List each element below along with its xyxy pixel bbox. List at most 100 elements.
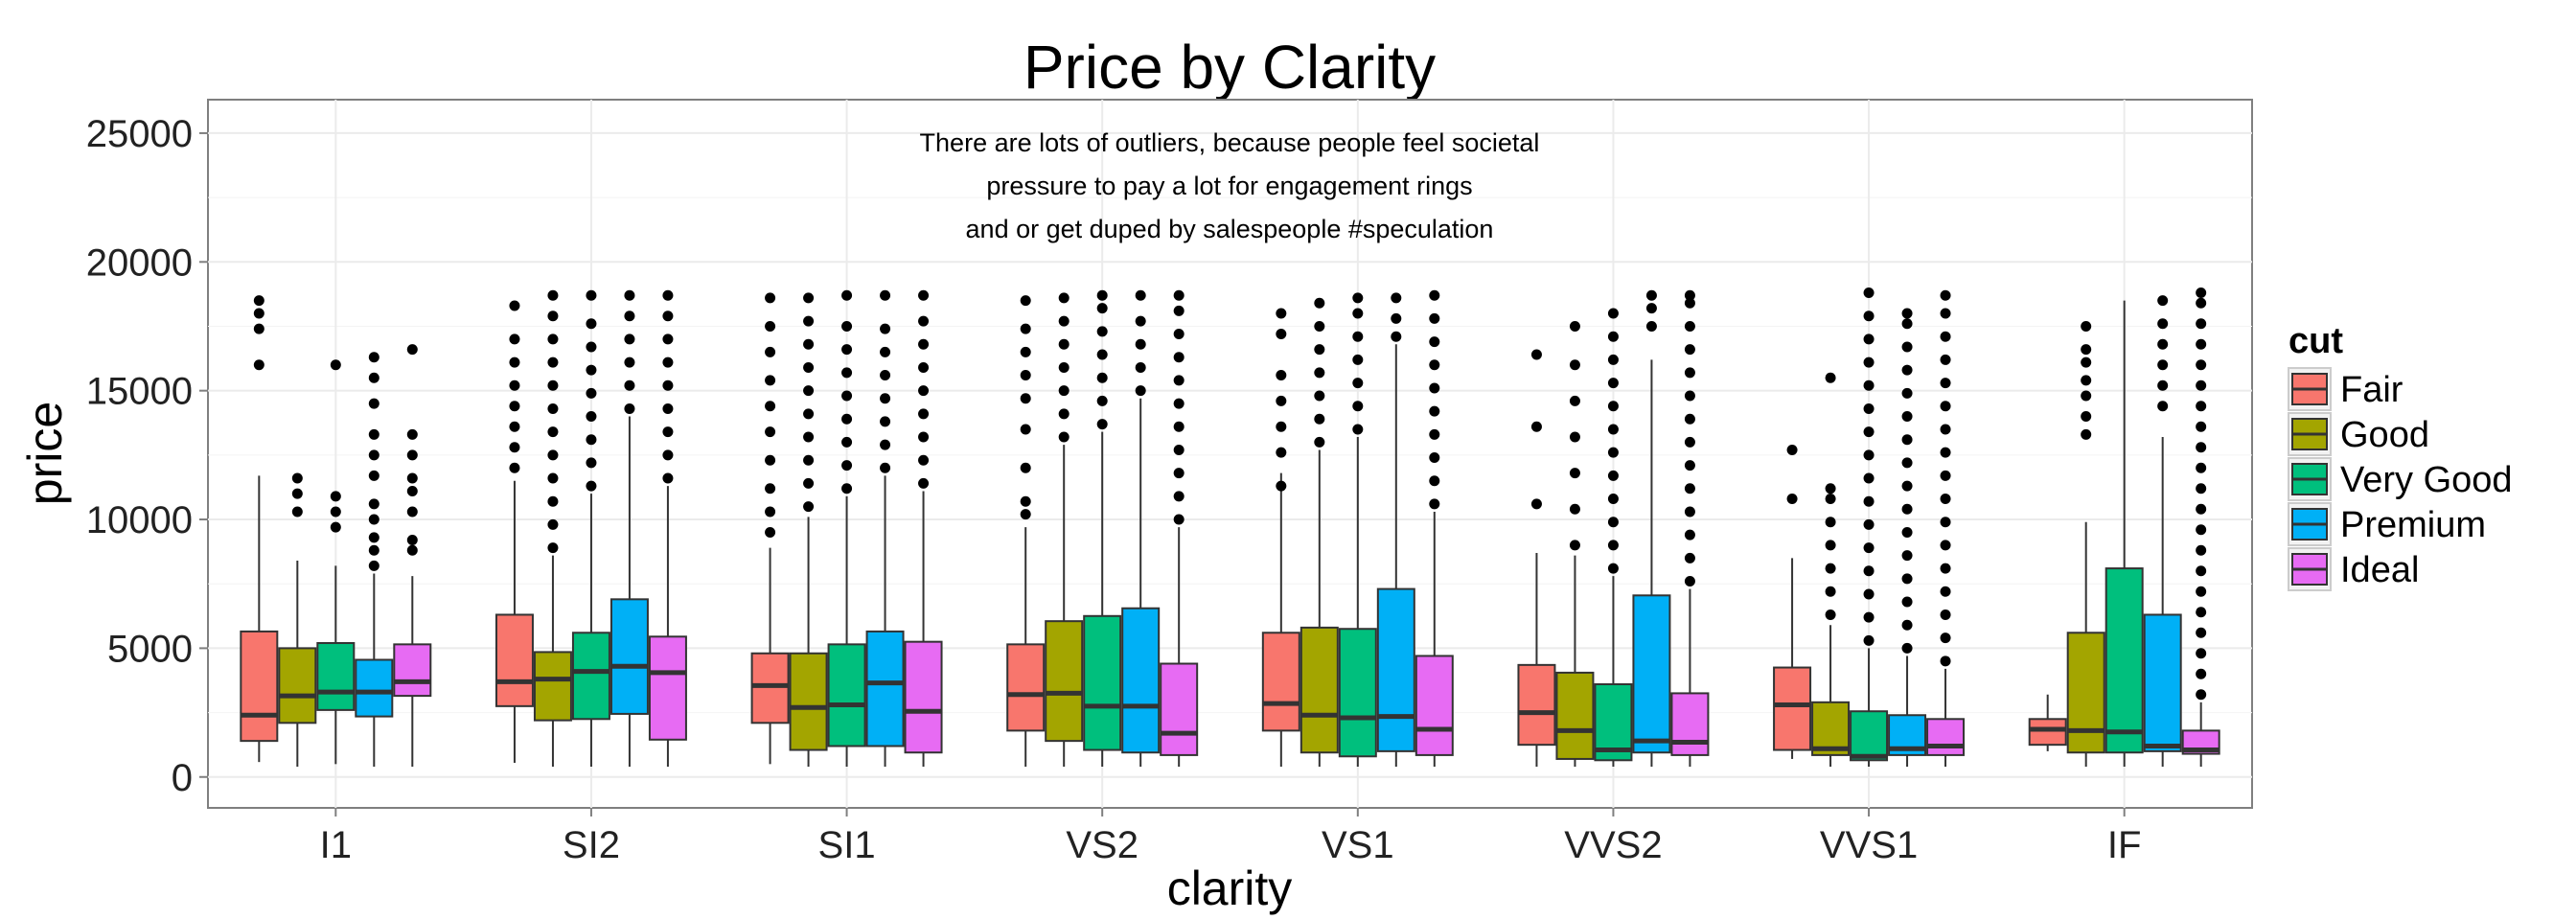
outlier-point (918, 431, 930, 443)
outlier-point (1940, 586, 1951, 597)
outlier-point (1058, 408, 1070, 420)
series-premium (355, 289, 2182, 768)
outlier-point (1901, 596, 1913, 608)
outlier-point (1429, 289, 1440, 301)
outlier-point (2196, 288, 2207, 299)
outlier-point (1352, 354, 1364, 365)
box-SI1-good (789, 292, 828, 768)
outlier-point (1352, 292, 1364, 304)
outlier-point (2196, 565, 2207, 577)
box-IF-very-good (2104, 300, 2144, 768)
outlier-point (1058, 315, 1070, 327)
outlier-point (1173, 305, 1184, 316)
outlier-point (368, 498, 380, 510)
outlier-point (803, 408, 815, 420)
box-iqr (827, 643, 866, 748)
outlier-point (1173, 468, 1184, 479)
box-iqr (393, 643, 432, 698)
box-iqr (1555, 671, 1595, 760)
box-iqr (2028, 718, 2067, 747)
outlier-point (1863, 588, 1874, 600)
outlier-point (291, 488, 303, 499)
box-iqr (1160, 662, 1199, 756)
outlier-point (1569, 320, 1580, 332)
outlier-point (1096, 303, 1108, 314)
outlier-point (547, 426, 559, 438)
outlier-point (547, 495, 559, 507)
box-VS2-very-good (1083, 289, 1122, 768)
outlier-point (1863, 310, 1874, 322)
outlier-point (1135, 338, 1146, 350)
outlier-point (880, 439, 891, 450)
box-iqr (610, 598, 649, 715)
outlier-point (253, 295, 264, 307)
outlier-point (918, 289, 930, 301)
outlier-point (406, 344, 418, 356)
x-tick-label: SI2 (563, 824, 620, 866)
outlier-point (547, 518, 559, 530)
outlier-point (624, 402, 635, 414)
box-VVS2-premium (1632, 289, 1671, 768)
outlier-point (1684, 320, 1695, 332)
legend-label: Fair (2340, 370, 2404, 410)
outlier-point (662, 472, 674, 484)
outlier-point (1058, 431, 1070, 443)
outlier-point (1863, 495, 1874, 507)
box-iqr (1850, 710, 1889, 762)
annotation-text: There are lots of outliers, because peop… (920, 128, 1540, 243)
box-IF-good (2066, 320, 2105, 768)
outlier-point (406, 535, 418, 546)
outlier-point (1901, 480, 1913, 492)
outlier-point (1607, 401, 1619, 412)
box-VS1-premium (1376, 292, 1415, 768)
outlier-point (1863, 356, 1874, 368)
outlier-point (2196, 380, 2207, 391)
box-IF-premium (2143, 295, 2182, 768)
outlier-point (547, 542, 559, 554)
outlier-point (803, 454, 815, 466)
outlier-point (1901, 573, 1913, 585)
outlier-point (1352, 378, 1364, 389)
outlier-point (1825, 563, 1836, 574)
series-good (278, 289, 2105, 768)
outlier-point (1173, 329, 1184, 340)
outlier-point (1096, 372, 1108, 383)
x-axis-title: clarity (1167, 862, 1293, 915)
outlier-point (2157, 359, 2169, 371)
outlier-point (1020, 509, 1031, 520)
x-tick-label: VS1 (1322, 824, 1394, 866)
outlier-point (2081, 375, 2092, 386)
outlier-point (509, 334, 520, 345)
outlier-point (1020, 393, 1031, 404)
outlier-point (1173, 398, 1184, 409)
outlier-point (803, 361, 815, 373)
outlier-point (662, 402, 674, 414)
outlier-point (368, 449, 380, 461)
outlier-point (918, 454, 930, 466)
outlier-point (1684, 390, 1695, 402)
box-iqr (355, 658, 394, 718)
outlier-point (1863, 334, 1874, 345)
outlier-point (1607, 331, 1619, 342)
outlier-point (662, 356, 674, 368)
outlier-point (803, 315, 815, 327)
box-VS2-ideal (1160, 289, 1199, 768)
annotation-line: There are lots of outliers, because peop… (920, 128, 1540, 157)
outlier-point (330, 506, 341, 518)
outlier-point (1825, 494, 1836, 505)
outlier-point (368, 428, 380, 440)
outlier-point (1940, 401, 1951, 412)
outlier-point (1607, 470, 1619, 481)
outlier-point (1786, 444, 1798, 455)
outlier-point (1901, 364, 1913, 376)
outlier-point (1020, 295, 1031, 307)
outlier-point (368, 532, 380, 543)
outlier-point (1901, 503, 1913, 515)
box-iqr (571, 632, 610, 721)
outlier-point (880, 323, 891, 334)
box-SI2-fair (494, 300, 534, 763)
outlier-point (841, 289, 853, 301)
outlier-point (1684, 483, 1695, 494)
outlier-point (1276, 370, 1287, 381)
outlier-point (1825, 540, 1836, 551)
